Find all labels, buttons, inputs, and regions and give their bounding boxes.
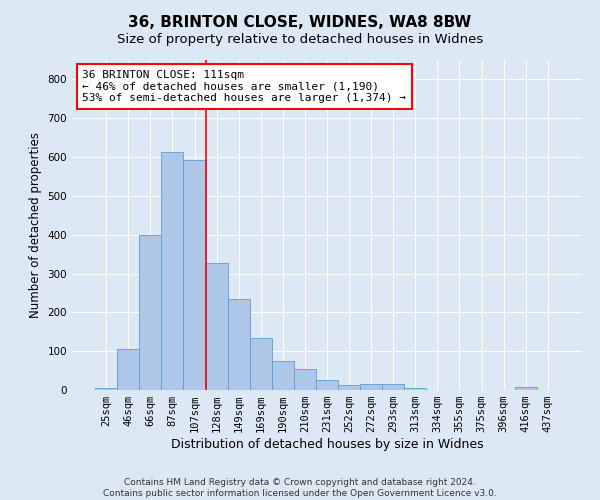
Bar [184,160,206,390]
Bar [382,384,404,390]
X-axis label: Distribution of detached houses by size in Widnes: Distribution of detached houses by size … [170,438,484,451]
Bar [360,384,382,390]
Bar [250,338,272,390]
Y-axis label: Number of detached properties: Number of detached properties [29,132,42,318]
Text: 36, BRINTON CLOSE, WIDNES, WA8 8BW: 36, BRINTON CLOSE, WIDNES, WA8 8BW [128,15,472,30]
Text: Contains HM Land Registry data © Crown copyright and database right 2024.
Contai: Contains HM Land Registry data © Crown c… [103,478,497,498]
Bar [227,299,250,390]
Bar [515,388,537,390]
Bar [316,380,338,390]
Bar [117,349,139,390]
Bar [272,361,294,390]
Bar [404,388,427,390]
Text: 36 BRINTON CLOSE: 111sqm
← 46% of detached houses are smaller (1,190)
53% of sem: 36 BRINTON CLOSE: 111sqm ← 46% of detach… [82,70,406,103]
Bar [294,370,316,390]
Bar [161,152,184,390]
Bar [139,234,161,390]
Bar [95,388,117,390]
Bar [338,386,360,390]
Text: Size of property relative to detached houses in Widnes: Size of property relative to detached ho… [117,32,483,46]
Bar [206,263,227,390]
